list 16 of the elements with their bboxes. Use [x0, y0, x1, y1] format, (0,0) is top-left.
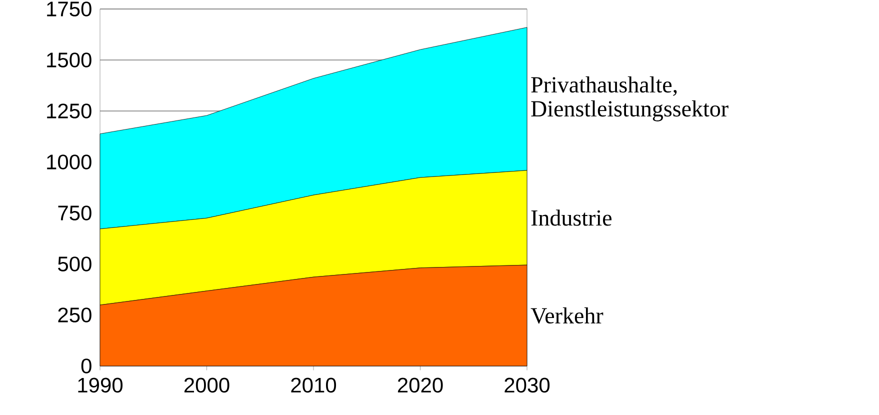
x-tick-label: 2000 [184, 378, 230, 393]
y-tick-label: 1000 [47, 154, 92, 170]
y-tick-label: 250 [58, 308, 92, 322]
y-tick-label: 1750 [47, 2, 92, 16]
series-label: Verkehr [530, 307, 604, 324]
y-tick-label: 1250 [47, 104, 92, 118]
x-tick-label: 2030 [504, 378, 550, 393]
y-tick-label: 0 [81, 358, 92, 374]
x-tick-label: 1990 [78, 378, 123, 393]
y-tick-label: 500 [58, 256, 92, 272]
series-label: Industrie [531, 210, 612, 226]
x-tick-label: 2010 [291, 378, 336, 393]
y-tick-label: 750 [58, 206, 92, 220]
x-tick-label: 2020 [398, 378, 443, 393]
y-tick-label: 1500 [47, 52, 92, 68]
series-label: Privathaushalte, Dienstleistungssektor [531, 76, 728, 122]
